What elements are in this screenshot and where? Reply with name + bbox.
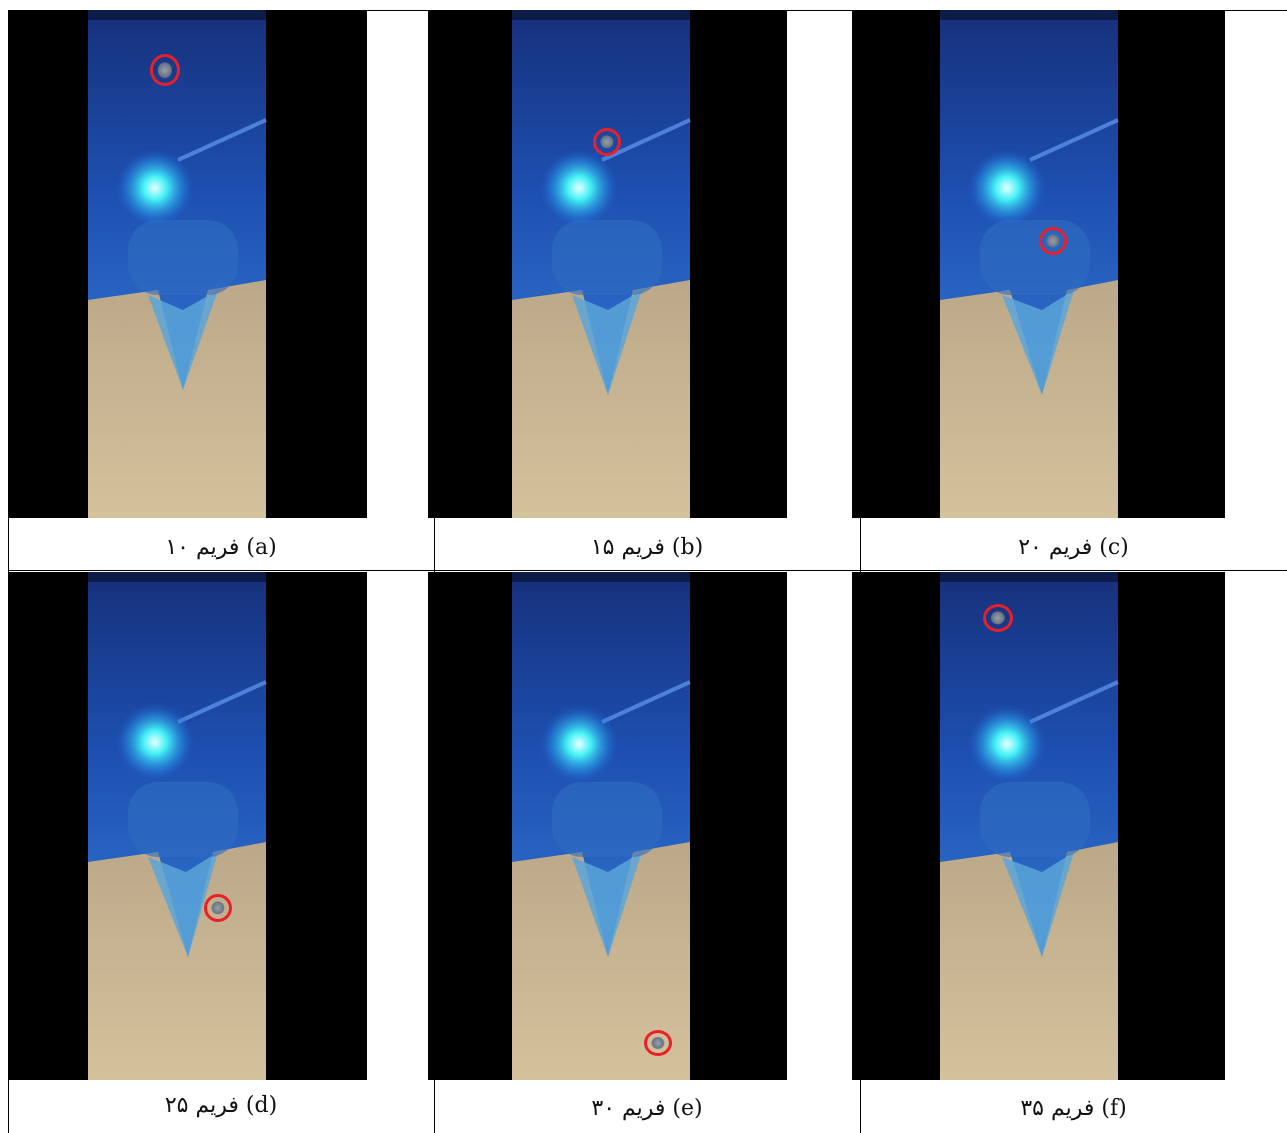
highlight-ring-icon xyxy=(1039,227,1067,255)
highlight-ring-icon xyxy=(150,54,180,86)
table-left-border xyxy=(8,10,9,1133)
frame-photo-d xyxy=(8,572,367,1080)
highlight-ring-icon xyxy=(644,1030,672,1056)
caption-d: فریم ۲۵ (d) xyxy=(164,1093,278,1118)
tank-scene-b xyxy=(512,10,691,518)
frame-photo-f xyxy=(852,572,1225,1080)
caption-a: فریم ۱۰ (a) xyxy=(165,535,277,560)
tank-scene-c xyxy=(940,10,1119,518)
caption-e: فریم ۳۰ (e) xyxy=(591,1096,703,1121)
table-col-divider-2 xyxy=(860,10,861,1133)
frame-photo-a xyxy=(8,10,367,518)
caption-b: فریم ۱۵ (b) xyxy=(590,535,704,560)
frame-photo-b xyxy=(428,10,787,518)
table-row-divider xyxy=(8,570,1287,571)
caption-f: فریم ۳۵ (f) xyxy=(1020,1096,1127,1121)
tank-scene-d xyxy=(88,572,267,1080)
highlight-ring-icon xyxy=(593,128,621,156)
caption-c: فریم ۲۰ (c) xyxy=(1018,535,1129,560)
tank-scene-a xyxy=(88,10,267,518)
highlight-ring-icon xyxy=(204,894,232,922)
frame-photo-c xyxy=(852,10,1225,518)
tank-scene-e xyxy=(512,572,691,1080)
highlight-ring-icon xyxy=(983,604,1013,632)
frame-photo-e xyxy=(428,572,787,1080)
table-col-divider-1 xyxy=(434,10,435,1133)
tank-scene-f xyxy=(940,572,1119,1080)
